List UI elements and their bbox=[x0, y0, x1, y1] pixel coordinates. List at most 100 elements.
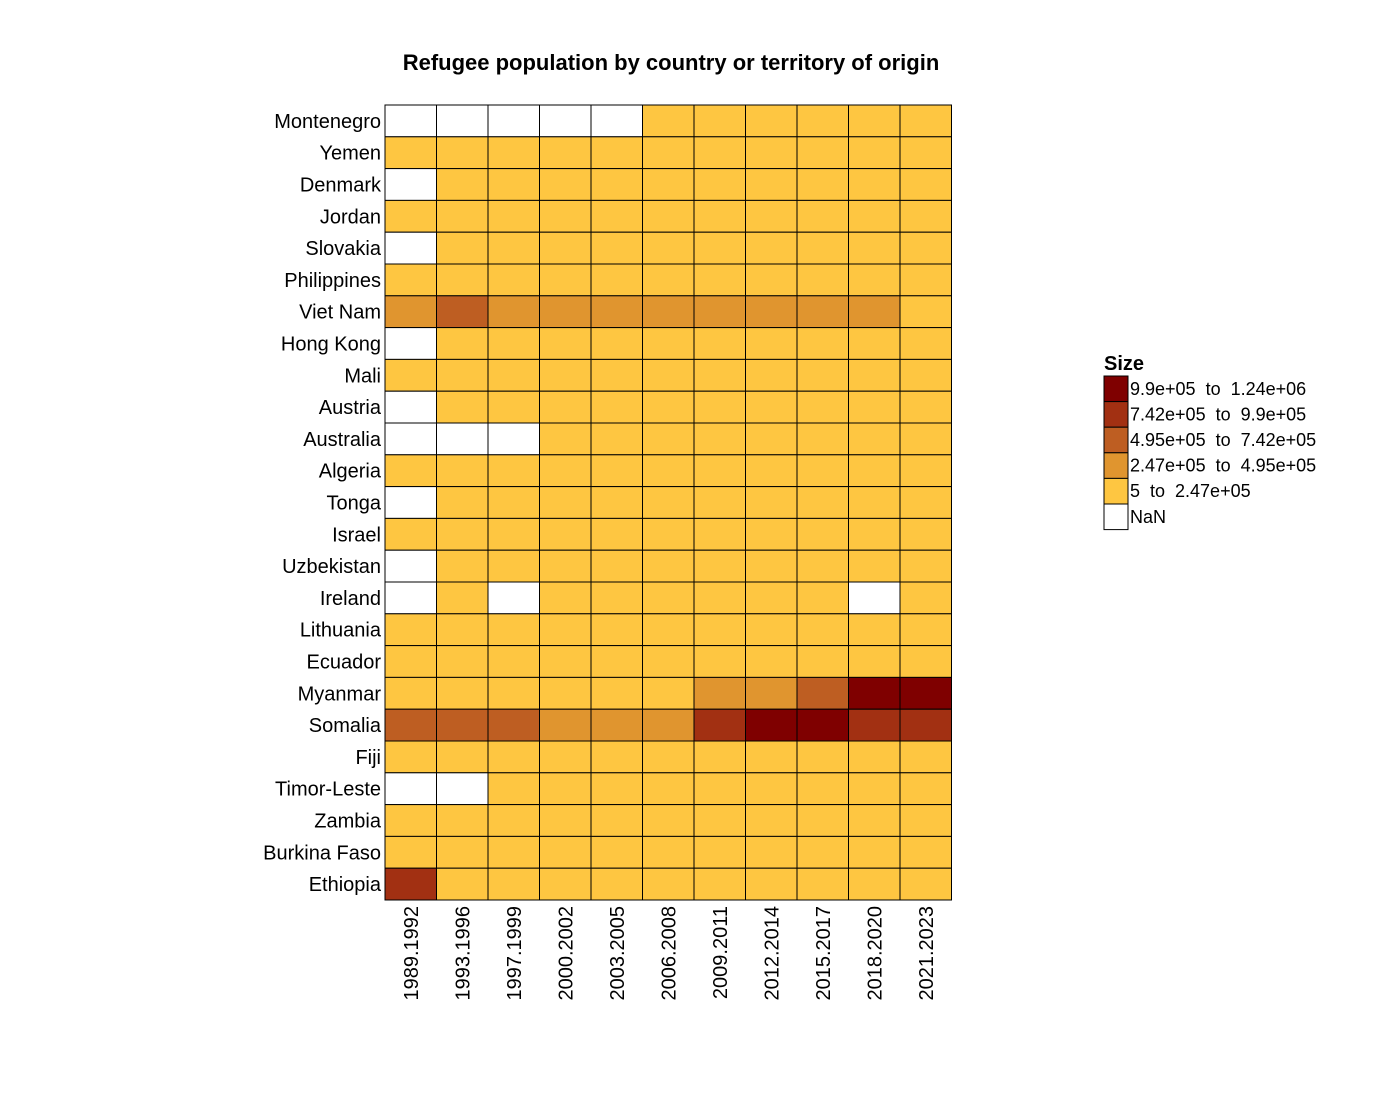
heatmap-cell-myanmar-2012-2014 bbox=[745, 676, 798, 710]
heatmap-cell-ireland-2012-2014 bbox=[745, 581, 798, 615]
heatmap-cell-jordan-2009-2011 bbox=[693, 199, 746, 233]
heatmap-cell-austria-2018-2020 bbox=[848, 390, 901, 424]
heatmap-cell-lithuania-1997-1999 bbox=[487, 613, 540, 647]
heatmap-cell-montenegro-2018-2020 bbox=[848, 104, 901, 138]
heatmap-cell-algeria-2012-2014 bbox=[745, 454, 798, 488]
heatmap-cell-fiji-2003-2005 bbox=[590, 740, 643, 774]
heatmap-cells bbox=[384, 104, 952, 901]
row-label-somalia: Somalia bbox=[309, 715, 382, 737]
column-label-2012-2014: 2012.2014 bbox=[761, 906, 783, 1001]
row-label-fiji: Fiji bbox=[355, 747, 381, 769]
heatmap-cell-zambia-2015-2017 bbox=[796, 804, 849, 837]
heatmap-cell-lithuania-2015-2017 bbox=[796, 613, 849, 647]
heatmap-cell-australia-2003-2005 bbox=[590, 422, 643, 456]
heatmap-cell-viet-nam-1993-1996 bbox=[436, 295, 489, 329]
heatmap-cell-ethiopia-2021-2023 bbox=[899, 867, 952, 901]
heatmap-cell-myanmar-2018-2020 bbox=[848, 676, 901, 710]
heatmap-cell-ethiopia-1989-1992 bbox=[384, 867, 437, 901]
heatmap-cell-somalia-1989-1992 bbox=[384, 708, 437, 742]
column-label-2018-2020: 2018.2020 bbox=[864, 906, 886, 1001]
heatmap-cell-algeria-2018-2020 bbox=[848, 454, 901, 488]
heatmap-cell-myanmar-2003-2005 bbox=[590, 676, 643, 710]
heatmap-cell-ireland-2006-2008 bbox=[642, 581, 695, 615]
heatmap-cell-mali-2015-2017 bbox=[796, 358, 849, 392]
heatmap-cell-jordan-2018-2020 bbox=[848, 199, 901, 233]
heatmap-cell-uzbekistan-2015-2017 bbox=[796, 549, 849, 583]
heatmap-cell-yemen-1989-1992 bbox=[384, 136, 437, 170]
heatmap-cell-somalia-2009-2011 bbox=[693, 708, 746, 742]
heatmap-cell-slovakia-2000-2002 bbox=[539, 231, 592, 265]
column-labels: 1989.1992 1993.1996 1997.1999 2000.2002 2003… bbox=[401, 906, 938, 1001]
heatmap-cell-australia-2000-2002 bbox=[539, 422, 592, 456]
heatmap-cell-austria-2015-2017 bbox=[796, 390, 849, 424]
heatmap-cell-uzbekistan-2003-2005 bbox=[590, 549, 643, 583]
heatmap-cell-ecuador-2018-2020 bbox=[848, 645, 901, 678]
row-label-ecuador: Ecuador bbox=[307, 652, 382, 674]
heatmap-cell-ethiopia-2012-2014 bbox=[745, 867, 798, 901]
legend-label-nan: NaN bbox=[1130, 507, 1166, 527]
heatmap-cell-ethiopia-2003-2005 bbox=[590, 867, 643, 901]
legend-swatch-5 bbox=[1103, 375, 1129, 403]
heatmap-cell-jordan-1993-1996 bbox=[436, 199, 489, 233]
heatmap-cell-philippines-1989-1992 bbox=[384, 263, 437, 297]
heatmap-cell-montenegro-2009-2011 bbox=[693, 104, 746, 138]
heatmap-cell-somalia-2000-2002 bbox=[539, 708, 592, 742]
heatmap-cell-israel-2006-2008 bbox=[642, 517, 695, 551]
legend-swatch-4 bbox=[1103, 401, 1129, 428]
heatmap-cell-hong-kong-2021-2023 bbox=[899, 327, 952, 360]
heatmap-cell-hong-kong-1989-1992 bbox=[384, 327, 437, 360]
heatmap-cell-myanmar-2015-2017 bbox=[796, 676, 849, 710]
heatmap-cell-ethiopia-2000-2002 bbox=[539, 867, 592, 901]
heatmap-cell-myanmar-2009-2011 bbox=[693, 676, 746, 710]
heatmap-cell-somalia-2021-2023 bbox=[899, 708, 952, 742]
heatmap-cell-yemen-2003-2005 bbox=[590, 136, 643, 170]
heatmap-cell-slovakia-2018-2020 bbox=[848, 231, 901, 265]
row-label-montenegro: Montenegro bbox=[274, 111, 381, 133]
row-labels: Montenegro Yemen Denmark Jordan Slovakia Phil… bbox=[263, 111, 382, 896]
heatmap-cell-israel-1993-1996 bbox=[436, 517, 489, 551]
heatmap-cell-denmark-2021-2023 bbox=[899, 168, 952, 201]
heatmap-cell-algeria-2021-2023 bbox=[899, 454, 952, 488]
heatmap-cell-jordan-2000-2002 bbox=[539, 199, 592, 233]
heatmap-cell-zambia-1989-1992 bbox=[384, 804, 437, 837]
heatmap-cell-tonga-2021-2023 bbox=[899, 486, 952, 519]
heatmap-cell-ireland-2015-2017 bbox=[796, 581, 849, 615]
heatmap-cell-tonga-2003-2005 bbox=[590, 486, 643, 519]
heatmap-cell-viet-nam-2012-2014 bbox=[745, 295, 798, 329]
heatmap-cell-mali-2018-2020 bbox=[848, 358, 901, 392]
heatmap-cell-somalia-2012-2014 bbox=[745, 708, 798, 742]
heatmap-cell-montenegro-2000-2002 bbox=[539, 104, 592, 138]
heatmap-cell-montenegro-2006-2008 bbox=[642, 104, 695, 138]
heatmap-cell-hong-kong-2000-2002 bbox=[539, 327, 592, 360]
heatmap-cell-philippines-2021-2023 bbox=[899, 263, 952, 297]
heatmap-cell-burkina-faso-2009-2011 bbox=[693, 835, 746, 869]
heatmap-cell-somalia-2003-2005 bbox=[590, 708, 643, 742]
heatmap-cell-philippines-2012-2014 bbox=[745, 263, 798, 297]
heatmap-cell-philippines-1997-1999 bbox=[487, 263, 540, 297]
heatmap-cell-austria-2003-2005 bbox=[590, 390, 643, 424]
heatmap-cell-austria-2012-2014 bbox=[745, 390, 798, 424]
heatmap-cell-ethiopia-2015-2017 bbox=[796, 867, 849, 901]
heatmap-cell-yemen-1993-1996 bbox=[436, 136, 489, 170]
row-label-denmark: Denmark bbox=[300, 175, 382, 197]
heatmap-cell-fiji-2006-2008 bbox=[642, 740, 695, 774]
heatmap-cell-ireland-2018-2020 bbox=[848, 581, 901, 615]
heatmap-cell-ecuador-2015-2017 bbox=[796, 645, 849, 678]
heatmap-cell-timor-leste-2018-2020 bbox=[848, 772, 901, 806]
heatmap-cell-burkina-faso-2018-2020 bbox=[848, 835, 901, 869]
heatmap-cell-montenegro-2003-2005 bbox=[590, 104, 643, 138]
heatmap-cell-zambia-2003-2005 bbox=[590, 804, 643, 837]
heatmap-cell-australia-1993-1996 bbox=[436, 422, 489, 456]
legend-swatch-1 bbox=[1103, 477, 1129, 505]
heatmap-cell-austria-1997-1999 bbox=[487, 390, 540, 424]
heatmap-cell-mali-1993-1996 bbox=[436, 358, 489, 392]
heatmap-cell-burkina-faso-1993-1996 bbox=[436, 835, 489, 869]
heatmap-cell-myanmar-1997-1999 bbox=[487, 676, 540, 710]
heatmap-cell-denmark-2018-2020 bbox=[848, 168, 901, 201]
heatmap-cell-hong-kong-1993-1996 bbox=[436, 327, 489, 360]
heatmap-cell-uzbekistan-1989-1992 bbox=[384, 549, 437, 583]
heatmap-cell-ecuador-2009-2011 bbox=[693, 645, 746, 678]
heatmap-cell-ethiopia-2009-2011 bbox=[693, 867, 746, 901]
heatmap-cell-slovakia-1993-1996 bbox=[436, 231, 489, 265]
